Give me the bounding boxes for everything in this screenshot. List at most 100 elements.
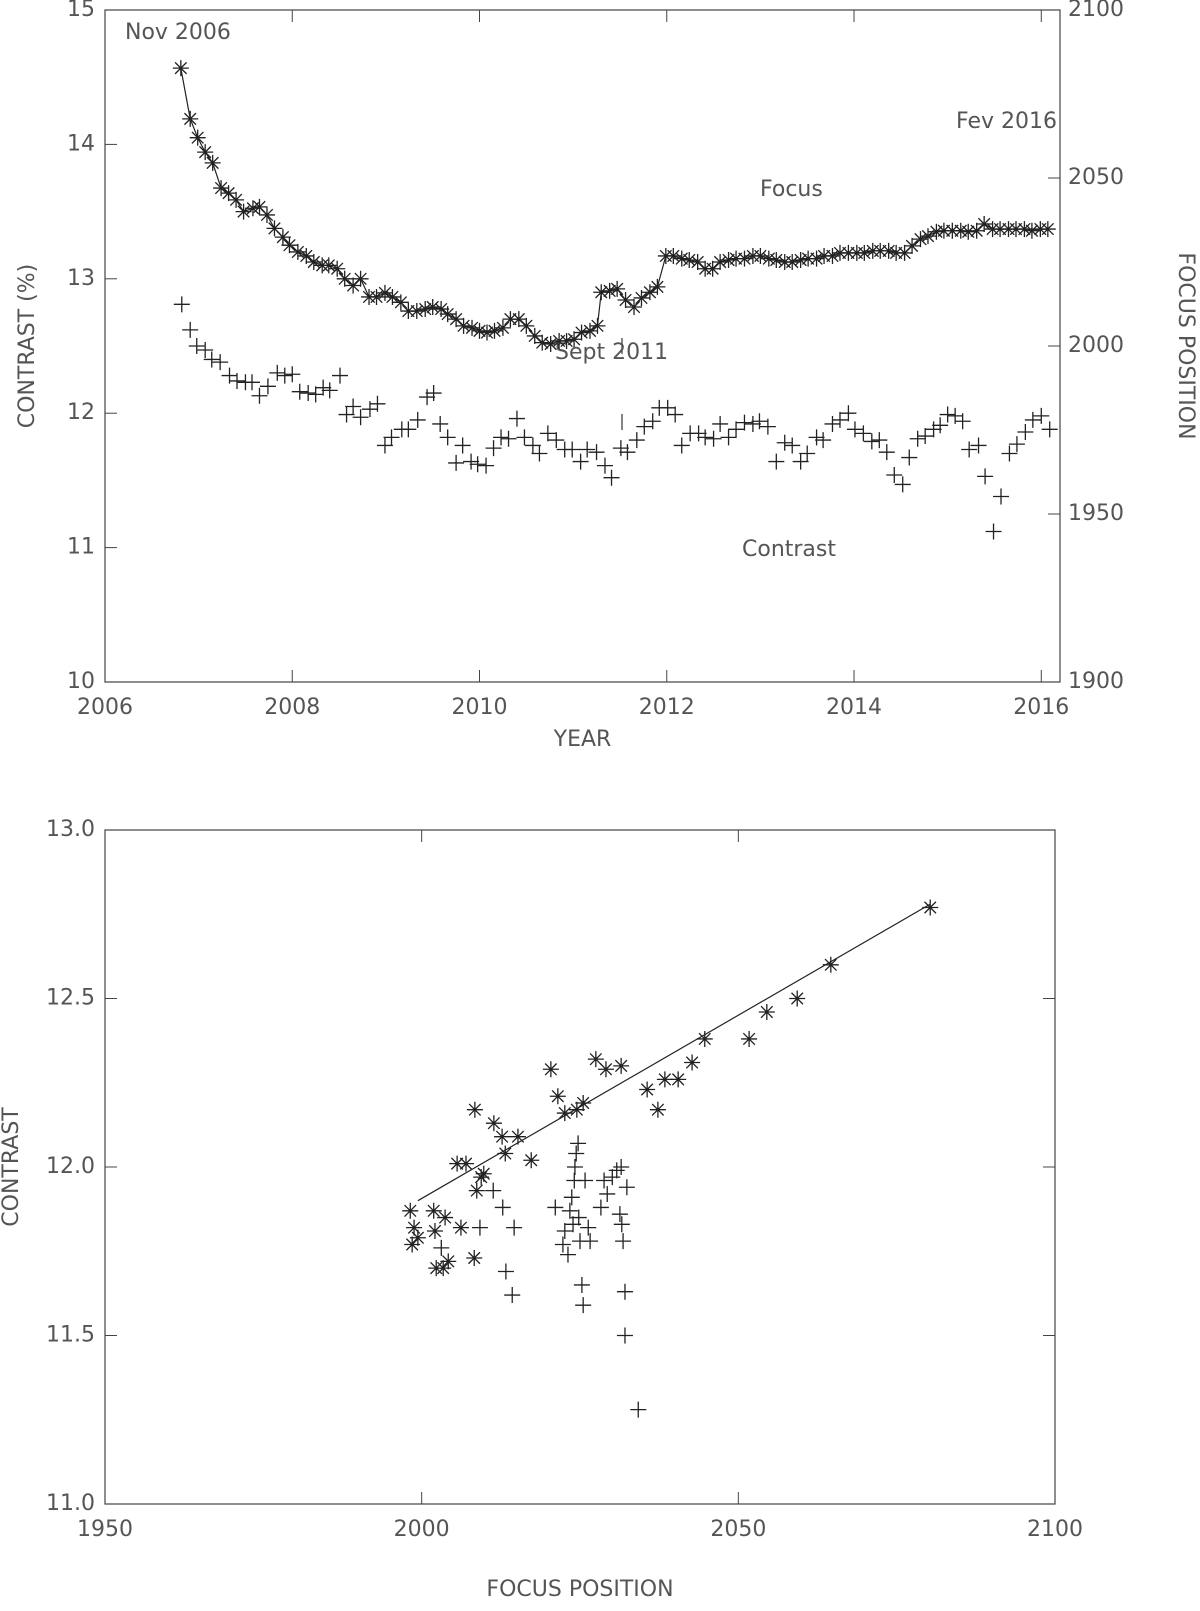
data-point (736, 414, 753, 431)
data-point (352, 270, 369, 287)
data-point (1008, 221, 1024, 238)
data-point (917, 428, 934, 445)
data-point (448, 454, 465, 471)
data-point (352, 409, 369, 426)
data-point (509, 1128, 526, 1145)
data-point (575, 1297, 592, 1314)
data-point (469, 456, 486, 473)
data-point (213, 180, 230, 197)
y-tick-label: 11 (67, 535, 95, 560)
data-point (554, 1236, 571, 1253)
data-point (886, 467, 903, 484)
data-point (789, 990, 806, 1007)
data-point (704, 260, 721, 277)
data-point (336, 270, 353, 287)
data-point (925, 421, 942, 438)
data-point (408, 303, 425, 320)
data-point (863, 433, 880, 450)
data-point (383, 429, 400, 446)
data-point (197, 144, 214, 161)
data-point (510, 311, 527, 328)
data-point (549, 1088, 566, 1105)
data-point (592, 1199, 609, 1216)
y2-tick-label: 1950 (1068, 501, 1124, 526)
x-tick-label: 2014 (826, 695, 882, 720)
data-point (376, 437, 393, 454)
data-point (670, 1071, 687, 1088)
data-point (542, 1061, 559, 1078)
data-point (636, 418, 653, 435)
data-point (815, 432, 832, 449)
data-point (587, 1051, 604, 1068)
data-point (235, 203, 252, 220)
data-point (944, 222, 961, 239)
data-point (922, 899, 939, 916)
data-point (690, 425, 707, 442)
data-point (928, 223, 945, 240)
y-axis-label: CONTRAST (0, 1107, 24, 1227)
data-point (744, 415, 761, 432)
annotation: Sept 2011 (555, 340, 668, 365)
data-point (596, 457, 613, 474)
data-point (259, 378, 276, 395)
data-point (894, 476, 911, 493)
data-point (1041, 421, 1058, 438)
data-point (1033, 407, 1050, 424)
data-point (409, 1229, 426, 1246)
data-point (439, 429, 456, 446)
data-point (454, 437, 471, 454)
data-point (617, 291, 634, 308)
data-point (697, 429, 714, 446)
data-point (523, 1152, 540, 1169)
y-tick-label: 13.0 (46, 817, 95, 842)
data-point (425, 1202, 442, 1219)
data-point (542, 335, 559, 352)
data-point (504, 1287, 521, 1304)
data-point (466, 1101, 483, 1118)
y-tick-label: 10 (67, 669, 95, 694)
data-point (977, 468, 994, 485)
data-point (613, 1159, 630, 1175)
data-point (534, 334, 551, 351)
data-point (968, 222, 985, 239)
data-point (497, 1145, 514, 1162)
data-point (220, 185, 237, 202)
data-point (909, 430, 926, 447)
data-point (573, 324, 590, 341)
data-point (720, 251, 737, 268)
data-point (1023, 222, 1040, 239)
y-tick-label: 14 (67, 131, 95, 156)
data-point (1008, 436, 1025, 453)
data-point (985, 523, 1002, 540)
data-point (768, 453, 785, 470)
data-point (824, 415, 841, 432)
data-point (616, 1327, 633, 1344)
data-point (577, 1172, 594, 1189)
data-point (603, 469, 620, 486)
series-line (180, 68, 1048, 345)
series-label: Focus (760, 177, 823, 202)
data-point (799, 445, 816, 462)
data-point (615, 1233, 632, 1250)
data-point (681, 251, 698, 268)
annotation: Nov 2006 (125, 20, 231, 45)
x-axis-label: YEAR (553, 727, 612, 752)
data-point (182, 110, 199, 127)
data-point (524, 437, 541, 454)
data-point (566, 331, 583, 348)
data-point (656, 1071, 673, 1088)
data-point (402, 1202, 419, 1219)
data-point (433, 1239, 450, 1256)
data-point (912, 231, 929, 248)
data-point (961, 441, 978, 458)
data-point (935, 222, 952, 239)
data-point (728, 250, 745, 267)
data-point (559, 1246, 576, 1263)
data-point (611, 1206, 628, 1223)
data-point (478, 457, 495, 474)
y-tick-label: 12 (67, 400, 95, 425)
data-point (932, 417, 949, 434)
x-tick-label: 2000 (394, 1517, 450, 1542)
data-point (203, 351, 220, 368)
